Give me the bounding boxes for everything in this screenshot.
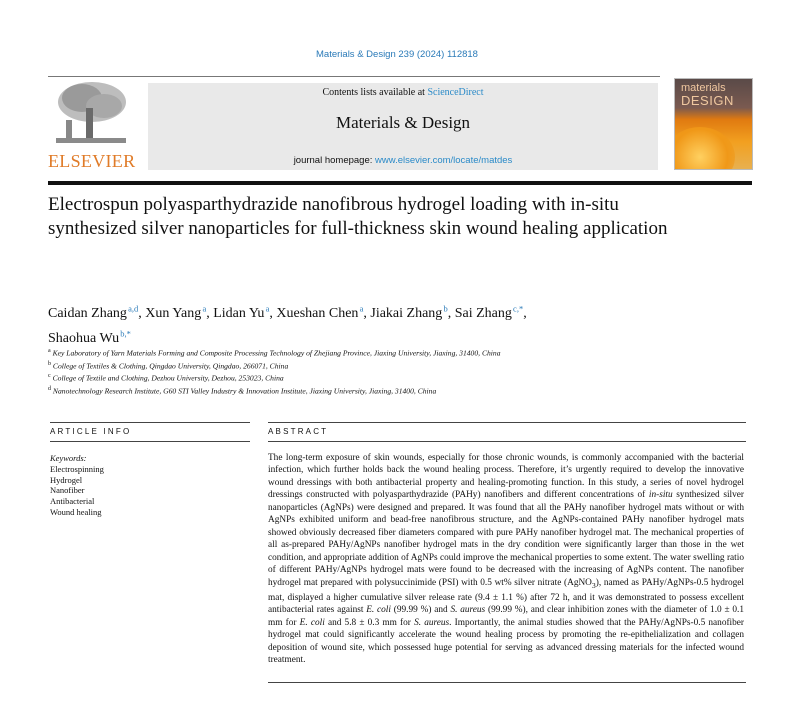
cover-title-line2: DESIGN <box>681 93 734 108</box>
divider <box>268 441 746 442</box>
journal-title: Materials & Design <box>335 113 471 132</box>
keyword[interactable]: Nanofiber <box>50 485 85 496</box>
article-info-heading: ARTICLE INFO <box>50 427 132 436</box>
author-list: Caidan Zhang a,d, Xun Yang a, Lidan Yu a… <box>48 298 748 349</box>
divider <box>48 76 660 77</box>
header-rule <box>48 181 752 185</box>
cover-title-line1: materials <box>681 82 726 94</box>
contents-line: Contents lists available at ScienceDirec… <box>148 87 658 98</box>
affiliation: d Nanotechnology Research Institute, G60… <box>48 385 437 396</box>
keywords-label: Keywords: <box>50 453 87 463</box>
affiliation: a Key Laboratory of Yarn Materials Formi… <box>48 348 501 358</box>
publisher-logo-text: ELSEVIER <box>48 151 136 171</box>
contents-prefix: Contents lists available at <box>322 87 428 98</box>
affiliations: a Key Laboratory of Yarn Materials Formi… <box>48 346 748 396</box>
keyword[interactable]: Antibacterial <box>50 496 95 507</box>
journal-citation[interactable]: Materials & Design 239 (2024) 112818 <box>316 49 478 60</box>
keyword[interactable]: Wound healing <box>50 506 102 517</box>
author[interactable]: Sai Zhang c,*, <box>454 303 527 321</box>
author[interactable]: Xun Yang a, <box>145 303 214 321</box>
sciencedirect-link[interactable]: ScienceDirect <box>427 87 484 98</box>
divider <box>50 441 250 442</box>
divider <box>50 422 250 423</box>
homepage-link[interactable]: www.elsevier.com/locate/matdes <box>375 155 513 166</box>
homepage-prefix: journal homepage: <box>293 155 376 166</box>
cover-artwork <box>675 127 735 169</box>
author[interactable]: Shaohua Wu b,* <box>48 328 131 347</box>
divider <box>268 682 746 683</box>
keyword[interactable]: Hydrogel <box>50 474 83 485</box>
author[interactable]: Xueshan Chen a, <box>276 303 371 321</box>
elsevier-logo: ELSEVIER <box>48 80 136 172</box>
keywords: Keywords: Electrospinning Hydrogel Nanof… <box>50 453 104 518</box>
author[interactable]: Caidan Zhang a,d, <box>48 303 146 321</box>
journal-banner: Contents lists available at ScienceDirec… <box>148 83 658 170</box>
abstract-heading: ABSTRACT <box>268 427 329 436</box>
article-title: Electrospun polyasparthydrazide nanofibr… <box>48 194 668 239</box>
homepage-line: journal homepage: www.elsevier.com/locat… <box>148 155 658 166</box>
affiliation: b College of Textiles & Clothing, Qingda… <box>48 360 289 371</box>
divider <box>268 422 746 423</box>
journal-cover-image[interactable]: materials DESIGN <box>674 78 753 170</box>
keyword[interactable]: Electrospinning <box>50 463 104 474</box>
affiliation: c College of Textile and Clothing, Dezho… <box>48 373 284 383</box>
author[interactable]: Jiakai Zhang b, <box>370 303 455 321</box>
tree-icon <box>52 80 128 144</box>
author[interactable]: Lidan Yu a, <box>213 303 277 321</box>
abstract-text: The long-term exposure of skin wounds, e… <box>268 453 745 666</box>
